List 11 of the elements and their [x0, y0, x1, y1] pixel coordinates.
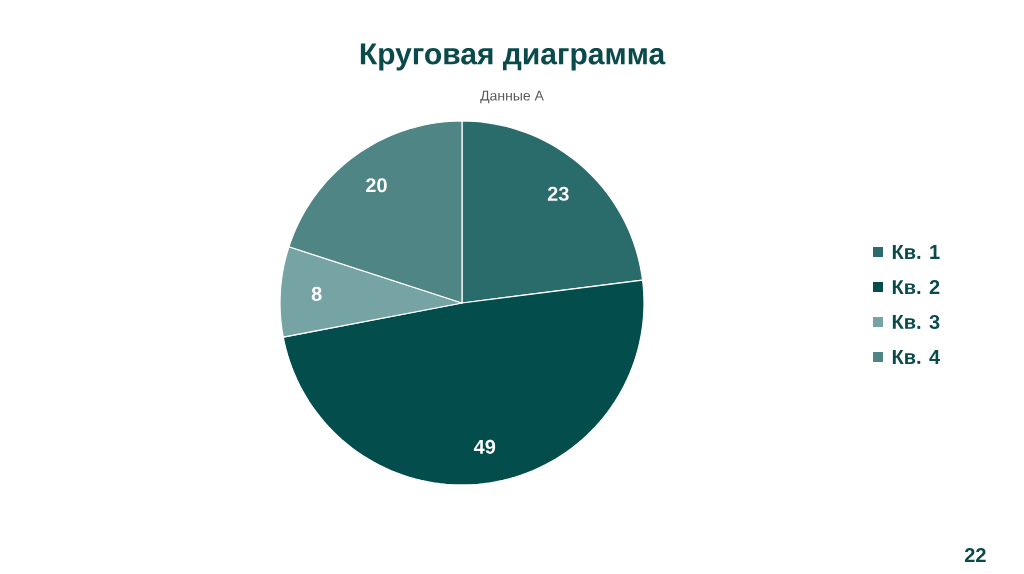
data-label: 20	[366, 178, 387, 193]
chart-subtitle: Данные А	[480, 90, 544, 104]
legend-label: Кв. 2	[892, 280, 940, 294]
legend-label: Кв. 3	[892, 314, 940, 330]
chart-title: Круговая диаграмма	[360, 43, 666, 71]
legend-label: Кв. 1	[892, 245, 940, 259]
text: 22	[964, 548, 986, 562]
legend-label: Кв. 4	[892, 350, 941, 364]
data-label: 8	[311, 286, 322, 301]
data-label: 49	[473, 439, 496, 454]
data-label: 23	[547, 186, 569, 201]
